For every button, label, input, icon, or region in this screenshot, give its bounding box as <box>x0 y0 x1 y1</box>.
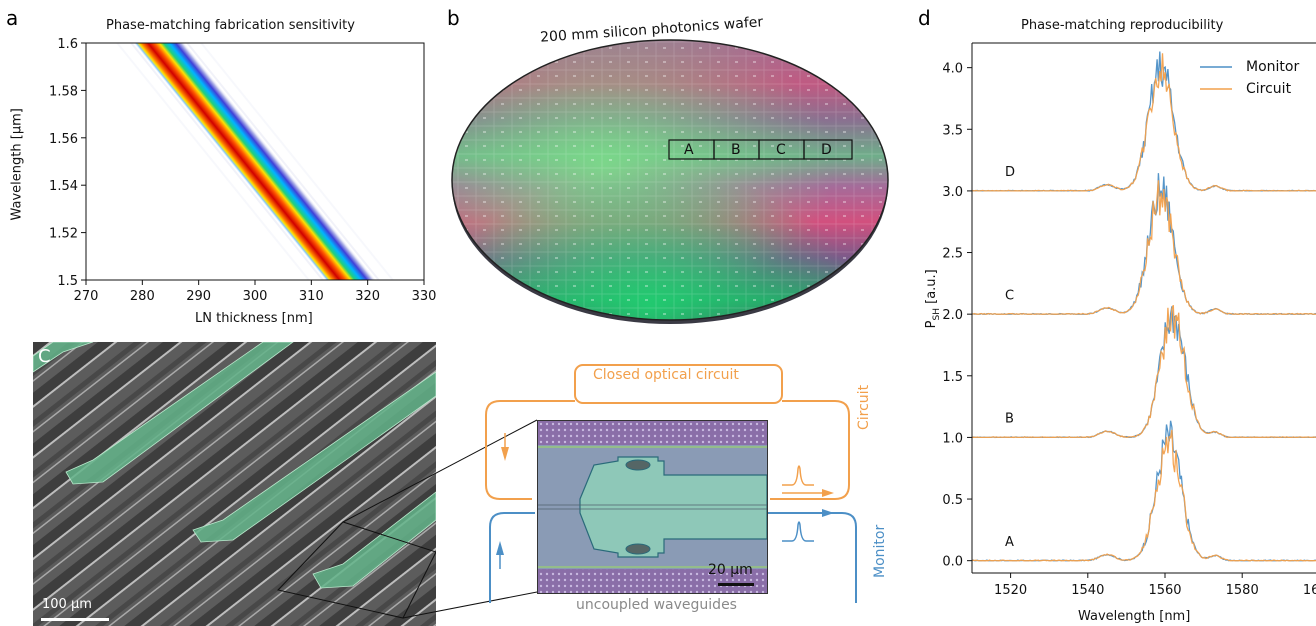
curve-label-c: C <box>1005 288 1014 303</box>
curve-label-a: A <box>1005 535 1014 550</box>
spectra-y-tick-label: 1.0 <box>942 431 963 446</box>
spectra-x-tick-label: 1600 <box>1303 583 1316 598</box>
uncoupled-label: uncoupled waveguides <box>576 597 737 613</box>
spectrum-monitor-a <box>972 420 1316 562</box>
spectra-x-tick-label: 1580 <box>1226 583 1259 598</box>
spectrum-circuit-c <box>972 180 1316 315</box>
heatmap-x-tick-label: 290 <box>186 289 211 304</box>
panel-d-xlabel: Wavelength [nm] <box>1078 609 1191 624</box>
panel-letter-d: d <box>918 6 931 30</box>
heatmap-y-tick-label: 1.54 <box>49 179 78 194</box>
spectrum-circuit-b <box>972 304 1316 439</box>
heatmap-x-tick-label: 270 <box>74 289 99 304</box>
heatmap-y-tick-label: 1.6 <box>57 37 78 52</box>
ylabel-main: P <box>924 320 940 329</box>
curve-label-b: B <box>1005 412 1014 427</box>
chip-label-a: A <box>684 142 694 158</box>
panel-letter-a: a <box>6 6 19 30</box>
spectra-y-tick-label: 0.0 <box>942 555 963 570</box>
panel-letter-c: c <box>38 346 51 367</box>
heatmap-x-tick-label: 320 <box>355 289 380 304</box>
spectra-y-tick-label: 3.0 <box>942 185 963 200</box>
heatmap-y-tick-label: 1.52 <box>49 227 78 242</box>
spectra-y-tick-label: 4.0 <box>942 62 963 77</box>
panel-d-title: Phase-matching reproducibility <box>1021 18 1224 33</box>
heatmap-y-tick-label: 1.5 <box>57 274 78 289</box>
heatmap-y-tick-label: 1.56 <box>49 132 78 147</box>
microscope-image-graphic <box>538 421 767 593</box>
spectrum-circuit-d <box>972 53 1316 192</box>
chip-boxes <box>668 139 853 160</box>
spectra-x-tick-label: 1520 <box>994 583 1027 598</box>
legend-circuit-label: Circuit <box>1246 81 1292 97</box>
heatmap-y-tick-label: 1.58 <box>49 84 78 99</box>
heatmap-ridge <box>105 43 405 280</box>
spectrum-monitor-c <box>972 173 1316 315</box>
chip-label-b: B <box>731 142 741 158</box>
spectra-y-tick-label: 3.5 <box>942 123 963 138</box>
heatmap-x-tick-label: 300 <box>243 289 268 304</box>
wafer-photo <box>451 39 889 324</box>
heatmap-x-tick-label: 280 <box>130 289 155 304</box>
panel-a-title: Phase-matching fabrication sensitivity <box>106 18 355 33</box>
spectra-x-tick-label: 1540 <box>1071 583 1104 598</box>
panel-d-ylabel: PSH [a.u.] <box>924 244 942 354</box>
circuit-diagram <box>485 364 857 603</box>
sem-scale-label: 100 µm <box>42 597 92 612</box>
curve-label-d: D <box>1005 165 1015 180</box>
chip-label-d: D <box>821 142 832 158</box>
chip-label-c: C <box>776 142 786 158</box>
spectrum-monitor-b <box>972 306 1316 439</box>
microscope-image <box>537 420 768 594</box>
spectra-y-tick-label: 2.0 <box>942 308 963 323</box>
legend <box>1200 66 1232 90</box>
panel-a-xlabel: LN thickness [nm] <box>195 311 313 326</box>
panel-letter-b: b <box>447 6 460 30</box>
ylabel-sub: SH <box>931 308 942 321</box>
microscope-scale-label: 20 µm <box>708 562 753 578</box>
spectra-x-tick-label: 1560 <box>1148 583 1181 598</box>
spectra-y-tick-label: 1.5 <box>942 370 963 385</box>
spectrum-circuit-a <box>972 429 1316 562</box>
spectra-y-tick-label: 0.5 <box>942 493 963 508</box>
spectra-y-tick-label: 2.5 <box>942 247 963 262</box>
heatmap-x-tick-label: 330 <box>412 289 437 304</box>
heatmap-ridge-band <box>105 43 405 280</box>
heatmap-chart: 270 280 290 300 310 320 330 1.6 1.58 1.56 1.54 1.5… <box>49 37 437 304</box>
heatmap-x-tick-label: 310 <box>299 289 324 304</box>
ylabel-unit: [a.u.] <box>924 269 940 309</box>
legend-monitor-label: Monitor <box>1246 59 1300 75</box>
closed-circuit-label: Closed optical circuit <box>593 367 739 383</box>
